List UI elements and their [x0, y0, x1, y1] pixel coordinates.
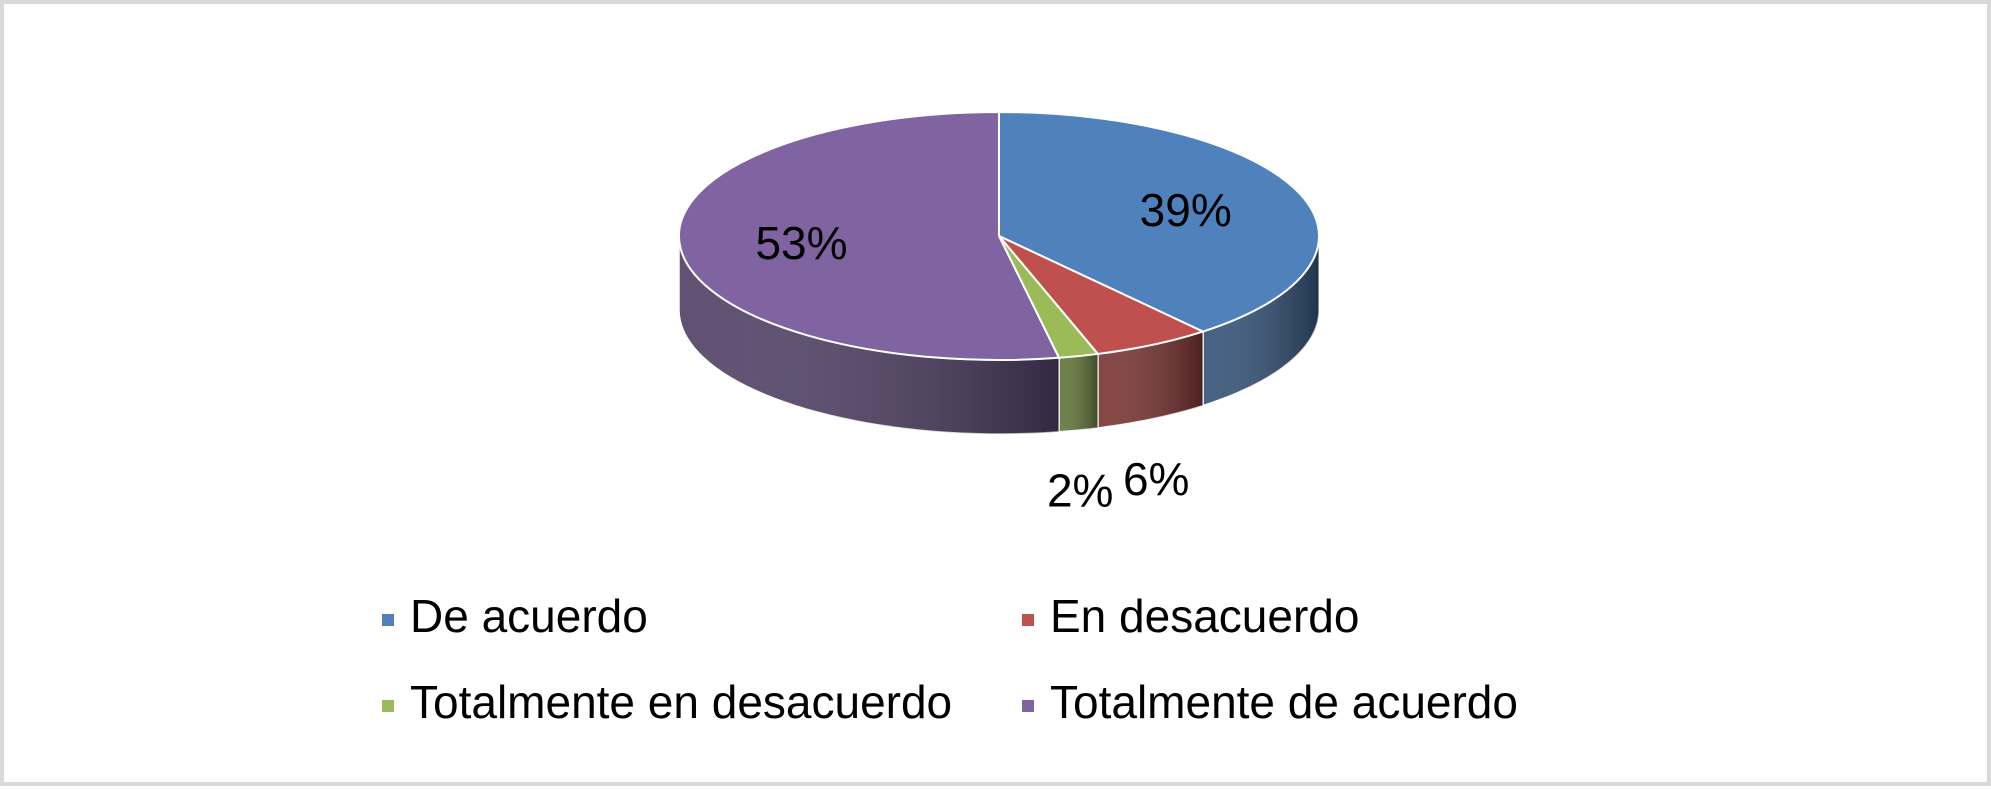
pie-side-shade	[679, 236, 1059, 434]
legend: De acuerdo En desacuerdo Totalmente en des…	[382, 590, 1518, 728]
data-label-en-desacuerdo: 6%	[1123, 453, 1189, 505]
pie-side-shade	[1058, 353, 1098, 432]
pie-slice-de-acuerdo	[998, 110, 1320, 333]
data-labels: 39% 6%2% 53%	[755, 184, 1231, 517]
pie-sides	[678, 235, 1320, 435]
legend-label: Totalmente en desacuerdo	[410, 676, 952, 728]
legend-label: De acuerdo	[410, 590, 648, 642]
legend-swatch	[382, 700, 394, 712]
pie-slice-en-desacuerdo	[998, 235, 1206, 355]
legend-swatch	[382, 614, 394, 626]
pie-side-shade	[1202, 236, 1319, 406]
legend-item-de-acuerdo: De acuerdo	[382, 590, 648, 642]
pie-chart: 39% 6%2% 53% De acuerdo En desacuerdo Totalm…	[382, 110, 1518, 728]
data-label-totalmente-de-acuerdo: 53%	[755, 217, 847, 269]
pie-slices	[677, 110, 1320, 361]
legend-swatch	[1022, 700, 1034, 712]
legend-label: En desacuerdo	[1050, 590, 1359, 642]
legend-item-totalmente-en-desacuerdo: Totalmente en desacuerdo	[382, 676, 952, 728]
legend-label: Totalmente de acuerdo	[1050, 676, 1518, 728]
pie-slice-totalmente-de-acuerdo	[677, 110, 1061, 361]
pie-side-shade	[1097, 331, 1203, 428]
data-label-totalmente-en-desacuerdo: 2%	[1047, 465, 1113, 517]
legend-item-en-desacuerdo: En desacuerdo	[1022, 590, 1359, 642]
legend-item-totalmente-de-acuerdo: Totalmente de acuerdo	[1022, 676, 1518, 728]
data-label-de-acuerdo: 39%	[1140, 184, 1232, 236]
legend-swatch	[1022, 614, 1034, 626]
